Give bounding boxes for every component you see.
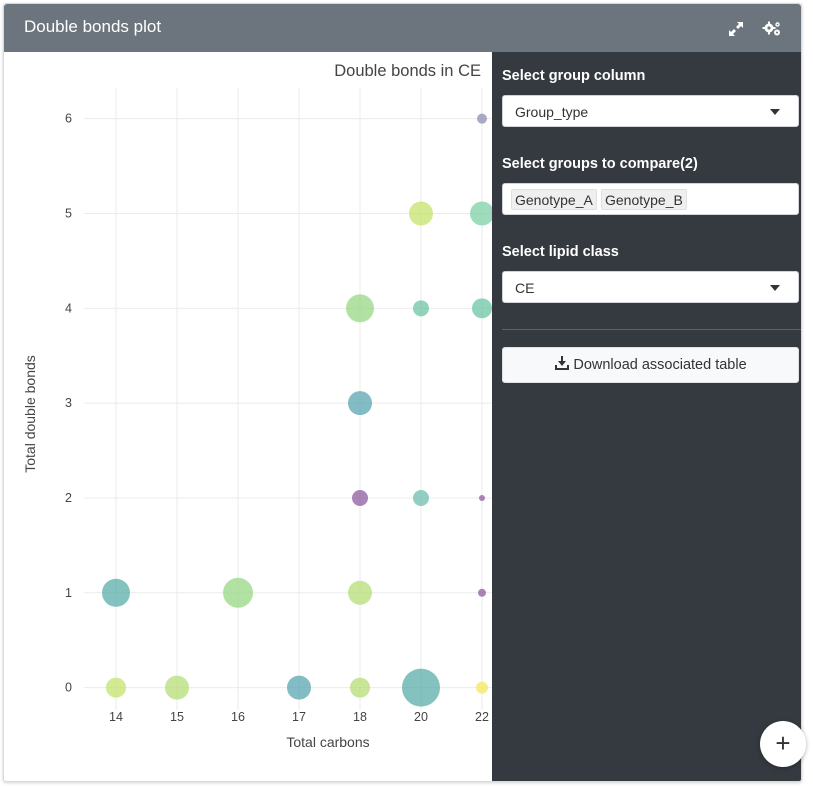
- plus-icon: +: [775, 728, 791, 758]
- chart-point[interactable]: [352, 489, 368, 506]
- y-tick-label: 0: [65, 681, 72, 695]
- chart-point[interactable]: [409, 201, 433, 226]
- x-tick-label: 16: [231, 710, 245, 724]
- y-tick-label: 3: [65, 396, 72, 410]
- chart-point[interactable]: [348, 391, 372, 416]
- y-tick-label: 1: [65, 586, 72, 600]
- group-tag[interactable]: Genotype_A: [511, 189, 597, 210]
- plot-area: Double bonds in CE 0 1 2 3 4 5 6 14 15 16 17 18 20 2…: [4, 52, 494, 781]
- chart-point[interactable]: [106, 677, 126, 698]
- card-title: Double bonds plot: [24, 17, 162, 36]
- y-tick-label: 4: [65, 301, 72, 315]
- x-tick-label: 20: [414, 710, 428, 724]
- chart-point[interactable]: [346, 294, 374, 323]
- chart-point[interactable]: [287, 675, 311, 700]
- caret-down-icon: [770, 285, 780, 291]
- download-icon: [555, 356, 570, 370]
- chart-point[interactable]: [479, 494, 485, 501]
- chart-point[interactable]: [413, 489, 429, 506]
- group-column-value: Group_type: [515, 104, 589, 120]
- x-tick-label: 15: [170, 710, 184, 724]
- sidebar-divider: [502, 329, 801, 330]
- x-tick-label: 22: [475, 710, 489, 724]
- y-tick-label: 5: [65, 206, 72, 220]
- chart-point[interactable]: [477, 113, 487, 124]
- x-tick-label: 17: [292, 710, 306, 724]
- chart-point[interactable]: [348, 580, 372, 605]
- y-axis-label: Total double bonds: [22, 355, 38, 473]
- y-tick-labels: 0 1 2 3 4 5 6: [65, 112, 72, 695]
- chart-point[interactable]: [470, 201, 494, 226]
- chart-point[interactable]: [223, 577, 253, 608]
- add-button[interactable]: +: [760, 721, 806, 767]
- grid-lines: [84, 88, 492, 710]
- group-column-label: Select group column: [502, 68, 646, 84]
- x-tick-labels: 14 15 16 17 18 20 22: [109, 710, 489, 724]
- chart-point[interactable]: [413, 300, 429, 317]
- double-bonds-chart[interactable]: Double bonds in CE 0 1 2 3 4 5 6 14 15 16 17 18 20 2…: [4, 52, 494, 781]
- double-bonds-card: Double bonds plot Double bonds in CE 0 1 2…: [3, 3, 802, 782]
- group-tag[interactable]: Genotype_B: [601, 189, 687, 210]
- card-header: Double bonds plot: [4, 4, 801, 52]
- chart-point[interactable]: [478, 588, 486, 597]
- chart-point[interactable]: [472, 298, 492, 319]
- download-label: Download associated table: [573, 357, 747, 373]
- lipid-class-value: CE: [515, 280, 535, 296]
- chart-point[interactable]: [102, 578, 130, 607]
- lipid-class-label: Select lipid class: [502, 244, 619, 260]
- gears-icon[interactable]: [762, 20, 782, 38]
- y-tick-label: 2: [65, 491, 72, 505]
- x-axis-label: Total carbons: [286, 734, 369, 750]
- x-tick-label: 14: [109, 710, 123, 724]
- chart-title: Double bonds in CE: [334, 62, 481, 80]
- chart-point[interactable]: [350, 677, 370, 698]
- x-tick-label: 18: [353, 710, 367, 724]
- groups-compare-input[interactable]: Genotype_A Genotype_B: [502, 183, 799, 215]
- chart-points: [102, 113, 494, 707]
- caret-down-icon: [770, 109, 780, 115]
- chart-point[interactable]: [476, 681, 488, 694]
- lipid-class-select[interactable]: CE: [502, 271, 799, 303]
- download-table-button[interactable]: Download associated table: [502, 347, 799, 383]
- expand-icon[interactable]: [727, 20, 745, 38]
- groups-compare-label: Select groups to compare(2): [502, 156, 698, 172]
- group-column-select[interactable]: Group_type: [502, 95, 799, 127]
- sidebar: Select group column Group_type Select gr…: [492, 52, 801, 781]
- chart-point[interactable]: [165, 675, 189, 700]
- y-tick-label: 6: [65, 112, 72, 126]
- chart-point[interactable]: [402, 668, 440, 707]
